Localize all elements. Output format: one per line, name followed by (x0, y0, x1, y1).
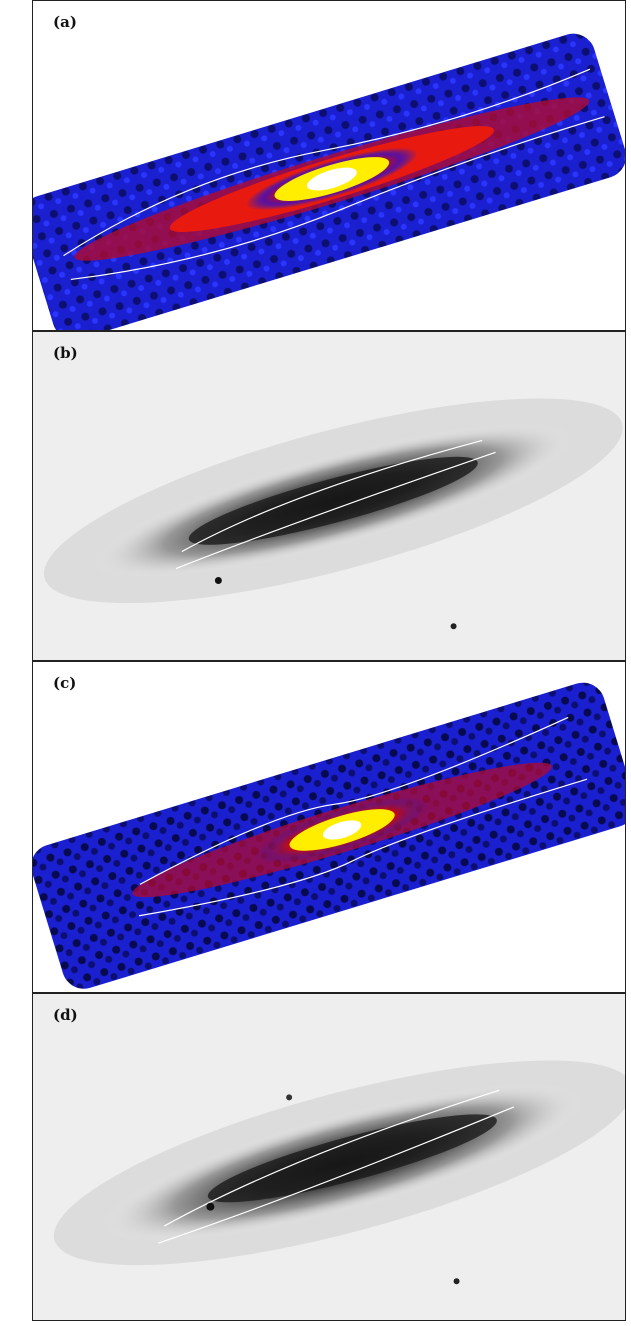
contour-line (175, 451, 496, 570)
contour-line (139, 778, 588, 917)
panel-label-b: (b) (53, 344, 78, 362)
star-point (286, 1094, 293, 1101)
contour-line (63, 68, 591, 257)
panel-label-d: (d) (53, 1006, 78, 1024)
optical-image-d (33, 994, 625, 1320)
star-point (206, 1202, 215, 1211)
optical-image-b (33, 332, 625, 660)
panel-label-c: (c) (53, 674, 77, 692)
contour-line (139, 716, 569, 885)
panel-a-xray-map: (a) (32, 0, 626, 331)
panel-d-optical-image: (d) (32, 993, 626, 1321)
xray-image-c (33, 662, 625, 992)
star-point (453, 1278, 460, 1285)
panel-c-xray-map: (c) (32, 661, 626, 993)
xray-image-a (33, 33, 625, 330)
star-point (450, 623, 457, 630)
contour-line (181, 439, 483, 553)
contour-line (70, 116, 605, 281)
star-point (214, 577, 222, 584)
panel-label-a: (a) (53, 13, 77, 31)
contour-line (158, 1106, 515, 1244)
panel-b-optical-image: (b) (32, 331, 626, 661)
contour-line (163, 1089, 500, 1227)
